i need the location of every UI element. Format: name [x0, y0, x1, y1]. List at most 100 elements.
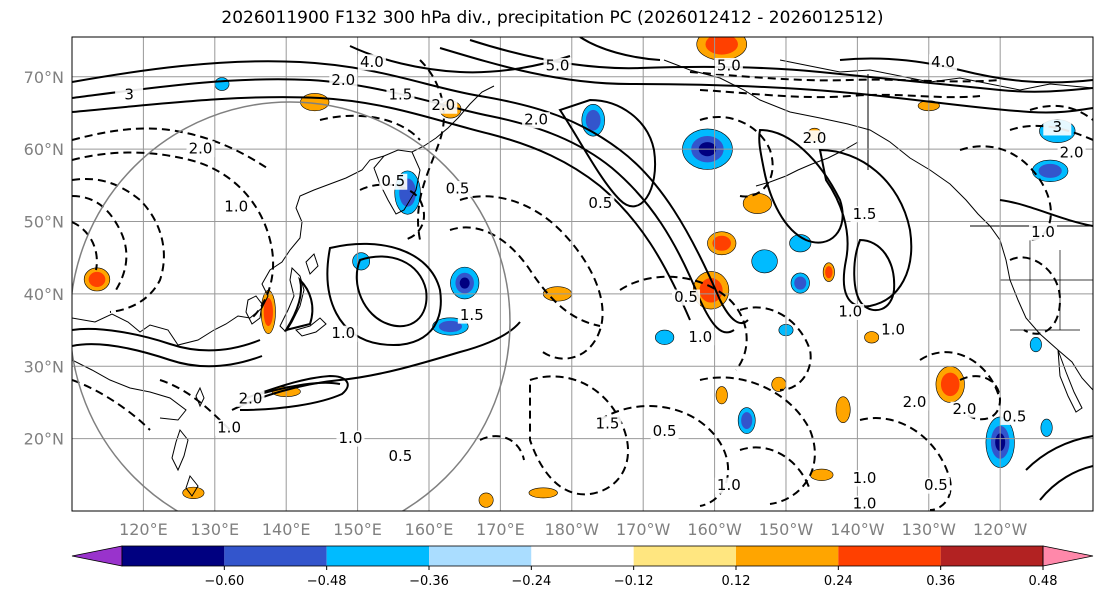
contour-label-bg: [836, 303, 865, 320]
contour-label: 2.0: [803, 129, 827, 147]
colorbar-swatch: [224, 546, 327, 566]
precip-blob: [528, 487, 558, 499]
colorbar-tick-label: 0.12: [722, 574, 751, 589]
dashed-contour: [72, 151, 275, 319]
dashed-contour: [699, 115, 774, 198]
taiwan-coastline: [195, 386, 205, 408]
dashed-contour: [72, 379, 151, 431]
latitude-label: 40°N: [24, 285, 64, 304]
colorbar-tick-label: −0.36: [409, 574, 449, 589]
solid-contour: [558, 98, 657, 208]
latitude-label: 60°N: [24, 140, 64, 159]
contour-label-bg: [593, 416, 622, 433]
contour-label-bg: [457, 307, 486, 324]
solid-contour: [469, 39, 1093, 93]
solid-contour: [283, 276, 314, 332]
contour-label-bg: [879, 322, 908, 339]
contour-label: 5.0: [717, 56, 741, 74]
longitude-label: 130°E: [190, 520, 239, 539]
contour-label-bg: [800, 130, 829, 147]
contour-label-bg: [543, 57, 572, 74]
contour-label: 1.5: [853, 205, 877, 223]
dashed-contour: [319, 114, 421, 141]
contour-label-bg: [236, 390, 265, 407]
precip-blob-peak: [459, 277, 470, 289]
longitude-label: 170°W: [616, 520, 671, 539]
solid-contour: [72, 343, 263, 368]
colorbar-tick-label: 0.36: [926, 574, 955, 589]
contour-label: 1.5: [460, 306, 484, 324]
colorbar: −0.60 −0.48 −0.36 −0.24 −0.12 0.12 0.24 0.36 0.4…: [71, 545, 1094, 589]
contour-label: 1.0: [853, 469, 877, 487]
precip-blob: [655, 329, 675, 345]
dashed-contour: [529, 375, 630, 496]
asia-coastline: [72, 85, 495, 346]
dashed-contour: [359, 183, 425, 241]
aleutian-islands: [755, 141, 859, 187]
longitude-label: 170°E: [476, 520, 525, 539]
precip-blob: [751, 249, 778, 274]
map-frame: [71, 36, 1094, 512]
latitude-labels: 70°N 60°N 50°N 40°N 30°N 20°N: [24, 68, 64, 449]
solid-contour: [239, 374, 349, 411]
contour-label-bg: [921, 477, 950, 494]
precip-blob-core: [940, 372, 960, 397]
contour-label-bg: [929, 54, 958, 71]
contour-label-bg: [686, 329, 715, 346]
solid-contour: [818, 148, 913, 308]
solid-contour: [326, 242, 442, 346]
latitude-label: 50°N: [24, 213, 64, 232]
contour-label: 1.5: [596, 415, 620, 433]
contour-label: 0.5: [446, 179, 470, 197]
colorbar-tick-label: 0.24: [824, 574, 853, 589]
dashed-contour: [72, 221, 98, 271]
dashed-contour: [689, 71, 1001, 83]
contour-label-bg: [336, 430, 365, 447]
longitude-label: 160°W: [687, 520, 742, 539]
colorbar-extend-low: [71, 545, 123, 567]
contour-label: 0.5: [653, 422, 677, 440]
precip-blob-core: [88, 271, 106, 287]
contour-label-bg: [329, 72, 358, 89]
precip-blob: [715, 386, 728, 405]
contour-label: 0.5: [674, 288, 698, 306]
contour-label-bg: [1057, 144, 1086, 161]
latitude-label: 70°N: [24, 68, 64, 87]
dashed-contour: [417, 59, 445, 241]
solid-contour: [758, 128, 844, 244]
ocean-background: [72, 37, 1093, 511]
contour-label-bg: [115, 86, 144, 103]
contour-labels: 4.0 5.0 5.0 4.0 2.0 3 3 1.5 2.0 2.0 2.0 2.0 2.0 0.5 0.…: [115, 53, 1086, 511]
contour-label-bg: [357, 54, 386, 71]
contour-label: 0.5: [588, 194, 612, 212]
precip-blob-core: [699, 278, 723, 303]
latitude-label: 20°N: [24, 430, 64, 449]
contour-label-bg: [586, 195, 615, 212]
contour-label-bg: [522, 112, 551, 129]
contour-label-bg: [1043, 119, 1072, 136]
solid-contour: [1039, 465, 1093, 501]
contour-label: 4.0: [360, 53, 384, 71]
precip-blob: [835, 396, 851, 424]
contour-label-bg: [1000, 408, 1029, 425]
contour-label-bg: [714, 57, 743, 74]
contour-label-bg: [186, 141, 215, 158]
precip-blob-core: [705, 37, 738, 55]
contour-label: 1.0: [881, 321, 905, 339]
contour-label-bg: [386, 86, 415, 103]
precip-blob-core: [1038, 163, 1062, 178]
contour-label-bg: [443, 180, 472, 197]
contour-label: 1.0: [224, 198, 248, 216]
contour-label-bg: [714, 477, 743, 494]
solid-contour: [72, 96, 691, 321]
contour-label: 0.5: [1003, 407, 1027, 425]
longitude-label: 150°E: [333, 520, 382, 539]
precip-blob: [771, 376, 787, 392]
contour-label: 1.0: [331, 324, 355, 342]
colorbar-tick-label: −0.24: [511, 574, 551, 589]
colorbar-extend-high: [1042, 545, 1094, 567]
longitude-label: 120°E: [119, 520, 168, 539]
contour-label: 3: [124, 85, 134, 103]
contour-label: 0.5: [924, 476, 948, 494]
